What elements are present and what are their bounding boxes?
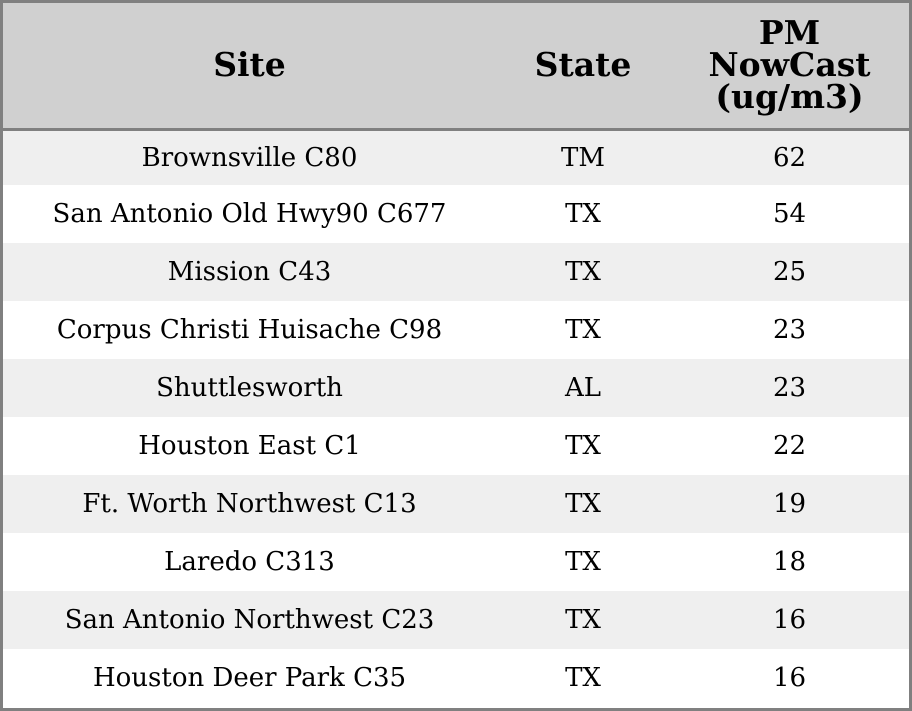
table-row: Mission C43 TX 25 [3,243,909,301]
pm-value-cell: 16 [772,662,807,693]
site-cell: Houston East C1 [138,431,361,461]
site-cell: Corpus Christi Huisache C98 [56,315,443,345]
table-row: Shuttlesworth AL 23 [3,359,909,417]
site-cell: Laredo C313 [164,547,335,577]
pm-header-line: NowCast [708,45,871,85]
table-row: San Antonio Northwest C23 TX 16 [3,591,909,649]
table-row: San Antonio Old Hwy90 C677 TX 54 [3,185,909,243]
site-cell: Houston Deer Park C35 [92,662,407,693]
pm-value-cell: 23 [772,315,807,345]
table-row: Brownsville C80 TM 62 [3,129,909,185]
state-cell: TX [565,199,601,229]
site-cell: San Antonio Northwest C23 [64,605,435,635]
pm-value-cell: 19 [772,489,807,519]
state-cell: TX [565,257,601,287]
header-row: Site State PM NowCast (ug/m3) [3,3,909,131]
column-header-pm-nowcast: PM NowCast (ug/m3) [670,3,909,131]
site-cell: Brownsville C80 [141,142,358,173]
state-cell: TX [565,431,601,461]
state-cell: TX [565,605,601,635]
pm-value-cell: 62 [772,142,807,173]
table-row: Houston Deer Park C35 TX 16 [3,649,909,706]
data-table: Site State PM NowCast (ug/m3) Brownsvill… [3,3,909,706]
table-row: Houston East C1 TX 22 [3,417,909,475]
column-header-state: State [496,3,670,131]
state-cell: TM [561,142,605,173]
site-cell: San Antonio Old Hwy90 C677 [52,199,447,229]
table-row: Laredo C313 TX 18 [3,533,909,591]
state-cell: AL [564,373,602,403]
state-cell: TX [565,662,601,693]
pm-value-cell: 25 [772,257,807,287]
state-cell: TX [565,315,601,345]
pm-value-cell: 16 [772,605,807,635]
state-cell: TX [565,547,601,577]
table-row: Corpus Christi Huisache C98 TX 23 [3,301,909,359]
site-cell: Mission C43 [167,257,332,287]
pm-value-cell: 22 [772,431,807,461]
site-cell: Ft. Worth Northwest C13 [82,489,417,519]
pm-value-cell: 23 [772,373,807,403]
table-row: Ft. Worth Northwest C13 TX 19 [3,475,909,533]
column-header-site: Site [3,3,496,131]
pm-value-cell: 18 [772,547,807,577]
pm-header-line: (ug/m3) [715,77,864,117]
pm-value-cell: 54 [772,199,807,229]
state-cell: TX [565,489,601,519]
site-cell: Shuttlesworth [156,373,343,403]
pm-header-line: PM [758,13,821,53]
